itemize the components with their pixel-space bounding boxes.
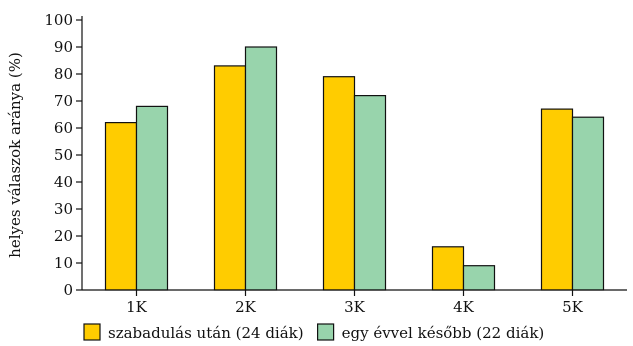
bars [104,46,605,291]
y-tick-label: 80 [54,65,73,83]
bar-4K-series-1 [431,246,465,291]
x-tick-label: 1K [126,298,148,316]
y-tick-label: 90 [54,38,73,56]
bar-3K-series-2 [353,94,387,291]
y-axis-ticks: 0 10 20 30 40 50 60 70 80 90 100 [44,11,82,299]
y-tick-label: 100 [44,11,73,29]
bar-5K-series-1 [540,108,574,291]
legend-swatch-2 [317,323,335,341]
bar-2K-series-1 [213,65,247,291]
y-tick-label: 60 [54,119,73,137]
y-tick-label: 20 [54,227,73,245]
x-tick-label: 4K [453,298,475,316]
legend-label-1: szabadulás után (24 diák) [108,324,304,342]
y-tick-label: 0 [63,281,73,299]
bar-5K-series-2 [571,116,605,291]
bar-1K-series-1 [104,121,138,291]
legend-label-2: egy évvel később (22 diák) [342,324,545,342]
bar-4K-series-2 [462,265,496,291]
x-tick-label: 5K [562,298,584,316]
x-tick-label: 3K [344,298,366,316]
x-axis-ticks: 1K 2K 3K 4K 5K [126,290,584,316]
y-tick-label: 30 [54,200,73,218]
bar-1K-series-2 [135,105,169,291]
y-tick-label: 70 [54,92,73,110]
legend: szabadulás után (24 diák) egy évvel későb… [83,323,545,342]
bar-2K-series-2 [244,46,278,291]
x-tick-label: 2K [235,298,257,316]
y-tick-label: 40 [54,173,73,191]
legend-swatch-1 [83,323,101,341]
y-tick-label: 10 [54,254,73,272]
y-tick-label: 50 [54,146,73,164]
y-axis-title: helyes válaszok aránya (%) [6,52,24,258]
bar-3K-series-1 [322,76,356,291]
